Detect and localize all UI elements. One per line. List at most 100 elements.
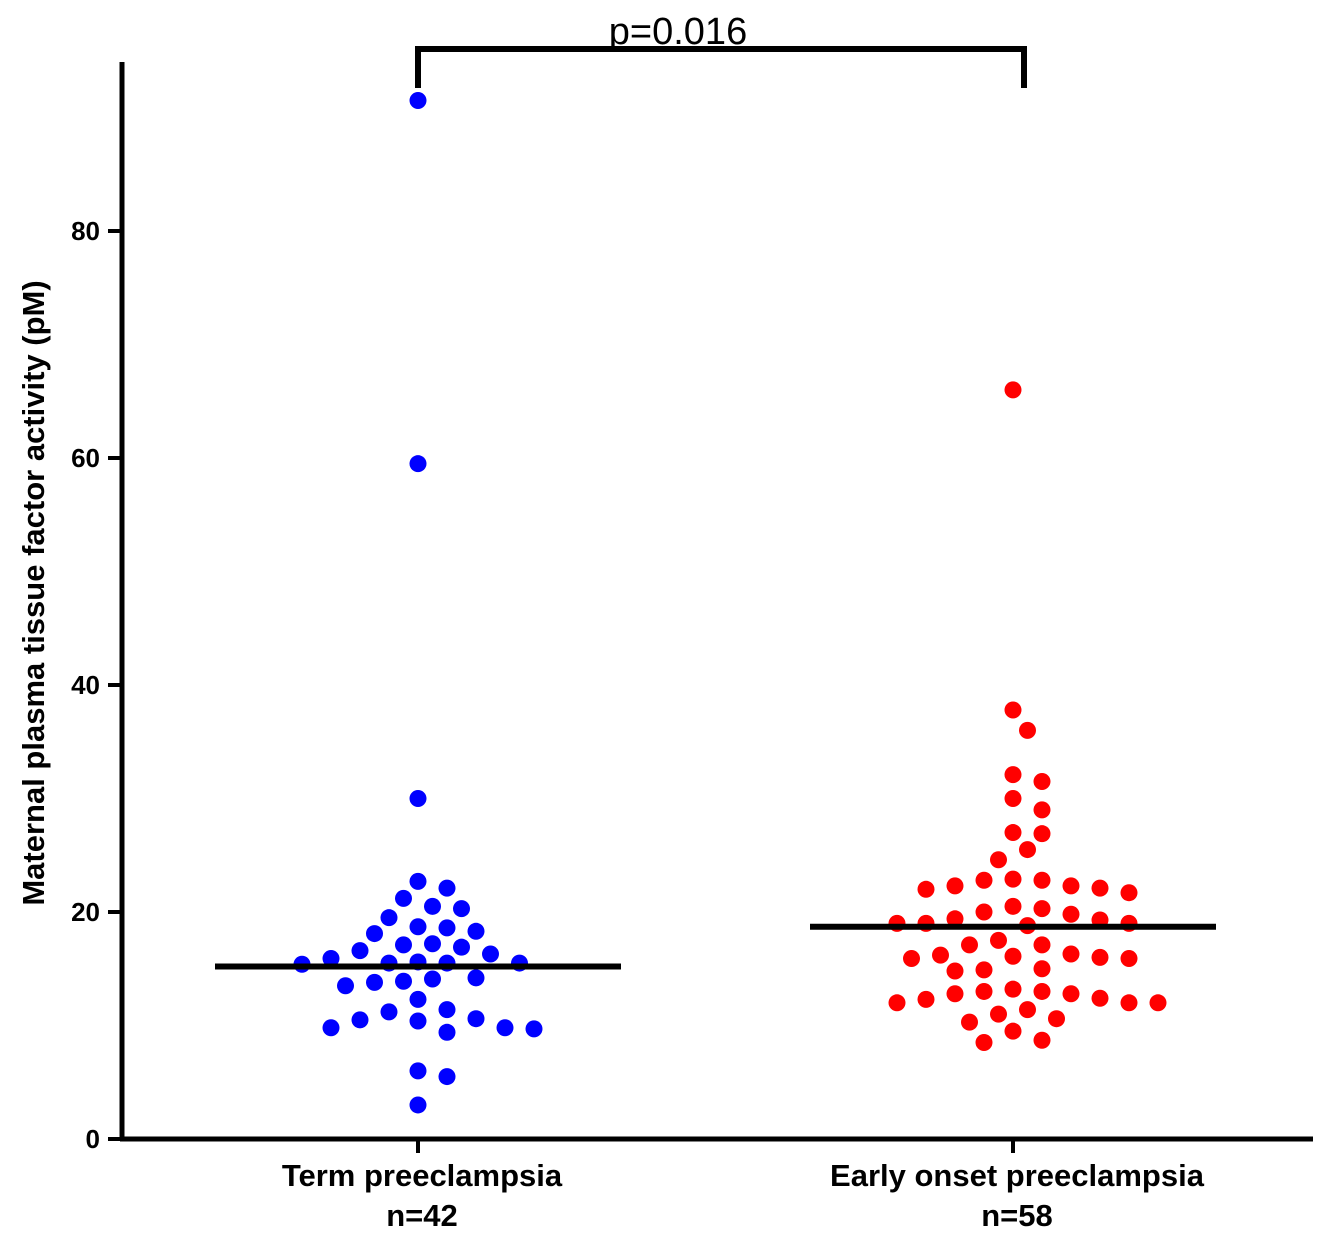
data-point xyxy=(961,1013,978,1031)
count-label: n=58 xyxy=(981,1198,1053,1233)
data-point xyxy=(1120,884,1138,902)
data-point xyxy=(1062,985,1080,1003)
median-lines xyxy=(215,923,1216,970)
data-point xyxy=(946,877,964,895)
data-point xyxy=(453,900,470,918)
data-point xyxy=(424,897,441,915)
data-point xyxy=(1033,825,1051,843)
data-point xyxy=(1120,994,1138,1012)
data-point xyxy=(1091,948,1109,966)
data-point xyxy=(409,990,427,1008)
data-point xyxy=(1004,1022,1022,1040)
data-point xyxy=(1033,1031,1051,1049)
data-point xyxy=(917,990,935,1008)
data-point xyxy=(525,1020,543,1038)
data-point xyxy=(409,918,427,936)
data-points xyxy=(293,91,1167,1114)
data-point xyxy=(1019,841,1036,859)
data-point xyxy=(917,880,935,898)
data-point xyxy=(424,970,441,988)
data-point xyxy=(1033,960,1051,978)
data-point xyxy=(1033,900,1051,918)
data-point xyxy=(1091,879,1109,897)
data-point xyxy=(453,938,470,956)
data-point xyxy=(946,910,964,928)
data-point xyxy=(467,1010,485,1028)
data-point xyxy=(438,1001,456,1019)
data-point xyxy=(1004,980,1022,998)
data-point xyxy=(946,962,964,980)
data-point xyxy=(1004,870,1022,888)
data-point xyxy=(1062,877,1080,895)
p-value-annotation: p=0.016 xyxy=(609,11,747,53)
data-point xyxy=(1062,905,1080,923)
data-point xyxy=(1033,801,1051,819)
data-point xyxy=(438,879,456,897)
data-point xyxy=(961,936,978,954)
data-point xyxy=(395,889,412,907)
category-label: Term preeclampsia xyxy=(282,1158,563,1193)
data-point xyxy=(409,1062,427,1080)
data-point xyxy=(975,871,993,889)
data-point xyxy=(888,994,906,1012)
data-point xyxy=(1062,945,1080,963)
y-ticks: 0 20 40 60 80 xyxy=(71,216,122,1154)
data-point xyxy=(337,977,354,995)
y-tick-label: 40 xyxy=(71,670,100,700)
significance-bracket xyxy=(415,46,1027,88)
data-point xyxy=(1019,721,1036,739)
data-point xyxy=(366,973,383,991)
data-point xyxy=(482,945,499,963)
data-point xyxy=(946,985,964,1003)
data-point xyxy=(438,1068,456,1086)
data-point xyxy=(409,790,427,807)
y-axis-label: Maternal plasma tissue factor activity (… xyxy=(16,280,51,905)
data-point xyxy=(990,931,1007,949)
data-point xyxy=(1004,766,1022,784)
data-point xyxy=(1004,824,1022,842)
data-point xyxy=(975,961,993,979)
data-point xyxy=(351,942,369,960)
data-point xyxy=(1004,790,1022,807)
y-tick-label: 80 xyxy=(71,216,100,246)
data-point xyxy=(903,950,920,968)
data-point xyxy=(409,1012,427,1030)
data-point xyxy=(1091,989,1109,1007)
data-point xyxy=(1019,1001,1036,1019)
data-point xyxy=(932,946,949,964)
data-point xyxy=(1149,994,1167,1012)
data-point xyxy=(975,1034,993,1052)
data-point xyxy=(380,1003,398,1021)
data-point xyxy=(395,936,412,954)
data-point xyxy=(409,872,427,890)
data-point xyxy=(1033,772,1051,790)
data-point xyxy=(395,972,412,990)
data-point xyxy=(1033,936,1051,954)
data-point xyxy=(366,925,383,943)
data-point xyxy=(496,1019,514,1037)
data-point xyxy=(438,1023,456,1041)
data-point xyxy=(409,1096,427,1114)
data-point xyxy=(990,851,1007,869)
data-point xyxy=(1004,947,1022,965)
data-point xyxy=(424,935,441,953)
data-point xyxy=(975,903,993,921)
data-point xyxy=(975,982,993,1000)
data-point xyxy=(1048,1010,1065,1028)
data-point xyxy=(1004,701,1022,719)
data-point xyxy=(438,919,456,937)
data-point xyxy=(467,922,485,940)
category-label: Early onset preeclampsia xyxy=(830,1158,1205,1193)
data-point xyxy=(467,969,485,987)
data-point xyxy=(1033,982,1051,1000)
data-point xyxy=(1004,897,1022,915)
data-point xyxy=(380,909,398,927)
data-point xyxy=(1033,871,1051,889)
y-tick-label: 20 xyxy=(71,897,100,927)
data-point xyxy=(990,1005,1007,1023)
count-label: n=42 xyxy=(386,1198,458,1233)
data-point xyxy=(1120,950,1138,968)
data-point xyxy=(1004,381,1022,399)
x-categories: Term preeclampsia n=42 Early onset preecla… xyxy=(282,1139,1205,1233)
